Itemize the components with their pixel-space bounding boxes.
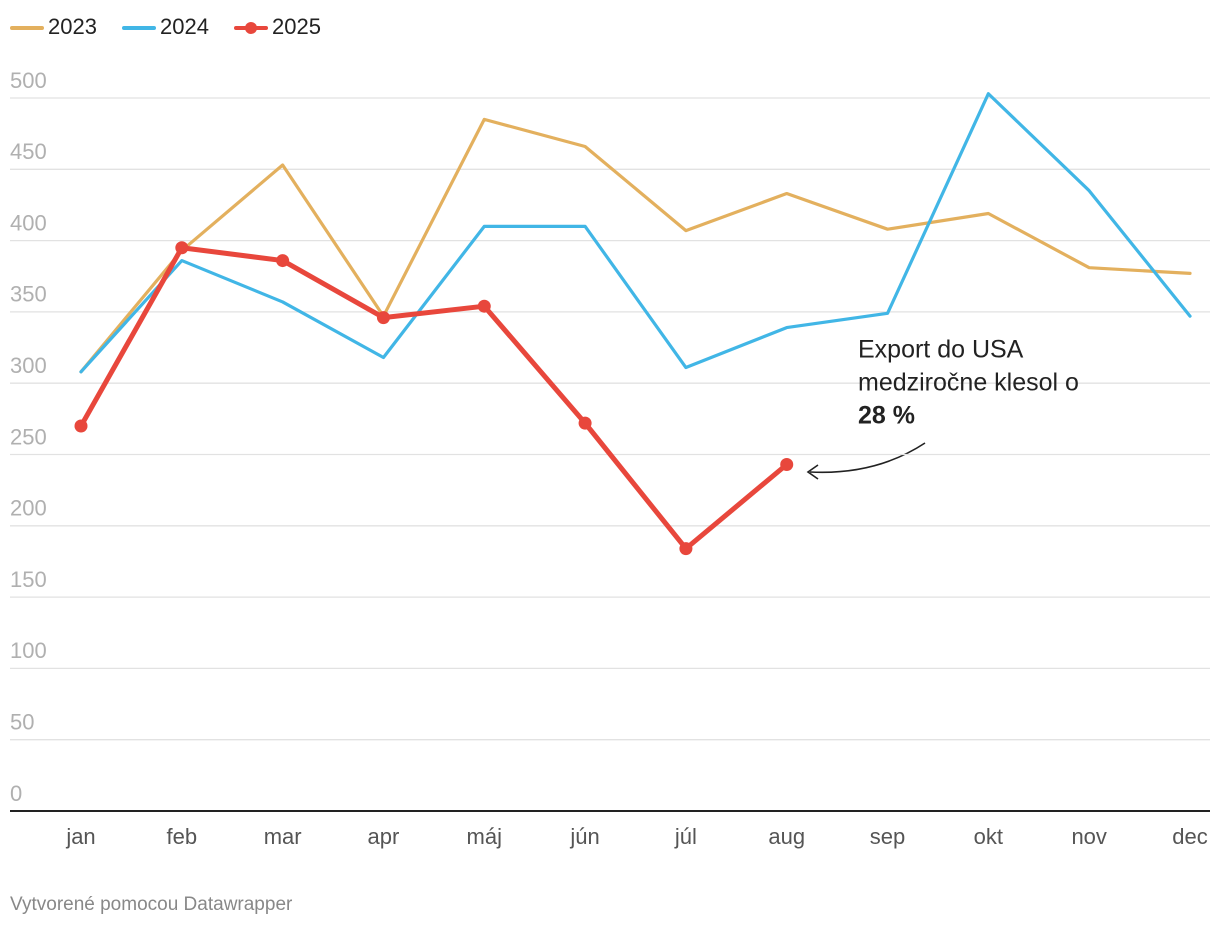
- y-tick-label: 300: [10, 353, 47, 378]
- x-tick-label: apr: [368, 824, 400, 849]
- data-point: [679, 542, 693, 556]
- data-point: [74, 419, 88, 433]
- x-tick-label: feb: [167, 824, 198, 849]
- y-tick-label: 400: [10, 210, 47, 235]
- x-tick-label: jan: [65, 824, 95, 849]
- series-line: [79, 92, 1192, 374]
- y-tick-label: 100: [10, 638, 47, 663]
- y-tick-label: 500: [10, 68, 47, 93]
- series-line: [78, 245, 790, 552]
- y-tick-label: 150: [10, 567, 47, 592]
- data-point: [376, 311, 390, 325]
- annotation-arrow: [809, 442, 926, 474]
- legend-label: 2025: [272, 14, 321, 39]
- x-tick-label: máj: [467, 824, 502, 849]
- x-tick-label: sep: [870, 824, 905, 849]
- x-tick-label: jún: [569, 824, 599, 849]
- annotation-arrowhead: [806, 464, 819, 480]
- data-point: [578, 416, 592, 430]
- x-tick-label: okt: [974, 824, 1003, 849]
- x-tick-label: mar: [264, 824, 302, 849]
- y-tick-label: 350: [10, 282, 47, 307]
- credit: Vytvorené pomocou Datawrapper: [10, 894, 293, 915]
- x-tick-label: dec: [1172, 824, 1207, 849]
- legend-label: 2023: [48, 14, 97, 39]
- y-tick-label: 250: [10, 424, 47, 449]
- x-tick-label: aug: [768, 824, 805, 849]
- legend-label: 2024: [160, 14, 209, 39]
- x-tick-label: nov: [1071, 824, 1106, 849]
- annotation-text: medziročne klesol o: [858, 369, 1079, 397]
- data-point: [477, 299, 491, 313]
- x-tick-label: júl: [674, 824, 697, 849]
- annotation-text: 28 %: [858, 402, 915, 430]
- series-line: [79, 117, 1192, 374]
- annotation-text: Export do USA: [858, 336, 1024, 364]
- data-point: [780, 457, 794, 471]
- y-tick-label: 50: [10, 710, 34, 735]
- y-tick-label: 0: [10, 781, 22, 806]
- legend-marker: [245, 22, 257, 34]
- y-tick-label: 450: [10, 139, 47, 164]
- y-tick-label: 200: [10, 496, 47, 521]
- data-point: [175, 241, 189, 255]
- data-point: [276, 254, 290, 268]
